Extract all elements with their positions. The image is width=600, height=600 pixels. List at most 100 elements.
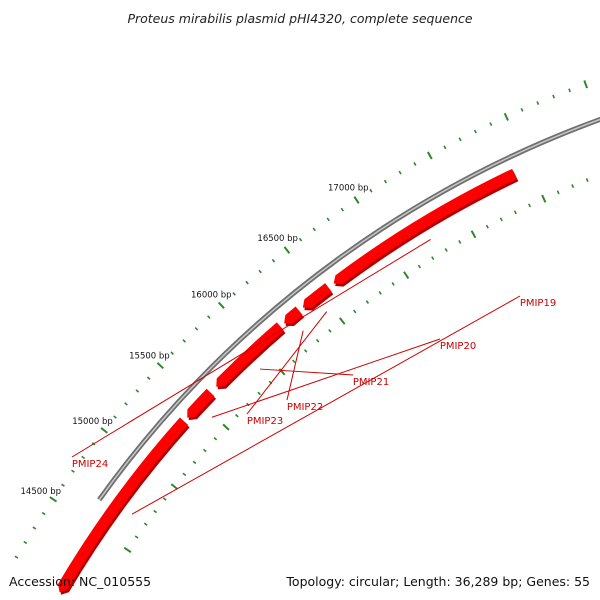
outer-tick-mark <box>194 327 199 331</box>
outer-tick-mark <box>113 415 117 419</box>
outer-tick-mark <box>568 88 571 93</box>
inner-tick-mark <box>222 423 230 431</box>
outer-tick-mark <box>23 540 28 545</box>
outer-tick-mark <box>458 137 462 142</box>
inner-tick-mark <box>353 309 357 314</box>
outer-tick-mark <box>583 80 588 89</box>
gene-leader-line <box>259 368 354 376</box>
outer-tick-mark <box>81 455 86 460</box>
outer-tick-mark <box>61 483 65 487</box>
inner-tick-mark <box>513 210 517 215</box>
tick-label: 15000 bp <box>72 417 113 427</box>
gene-arrow-pmip20[interactable] <box>187 388 217 421</box>
outer-tick-mark <box>283 246 291 254</box>
outer-tick-mark <box>217 301 225 309</box>
inner-tick-mark <box>153 509 157 514</box>
outer-tick-mark <box>100 427 108 434</box>
sequence-summary: Topology: circular; Length: 36,289 bp; G… <box>285 574 590 589</box>
tick-label: 17000 bp <box>328 184 369 194</box>
inner-tick-mark <box>378 290 382 295</box>
inner-tick-mark <box>528 203 531 208</box>
outer-tick-mark <box>245 280 249 285</box>
outer-tick-mark <box>170 351 174 355</box>
tick-label: 15500 bp <box>129 351 170 361</box>
inner-tick-mark <box>458 240 462 244</box>
outer-tick-mark <box>271 258 276 263</box>
outer-tick-mark <box>353 196 360 204</box>
gene-arrow-pmip23[interactable] <box>302 283 334 311</box>
inner-tick-mark <box>213 436 218 441</box>
outer-tick-mark <box>207 315 211 319</box>
map-layer: 14500 bp 15000 bp 15500 bp 16000 bp 16500 bp… <box>14 80 600 595</box>
outer-tick-mark <box>536 101 540 106</box>
inner-tick-mark <box>444 248 448 252</box>
inner-tick-mark <box>485 224 489 229</box>
outer-tick-mark <box>340 207 344 212</box>
inner-tick-mark <box>571 184 575 188</box>
inner-tick-mark <box>403 271 410 279</box>
inner-tick-mark <box>585 178 589 183</box>
gene-leader-line <box>211 338 441 418</box>
tick-label: 16000 bp <box>191 290 232 300</box>
gene-label-pmip23[interactable]: PMIP23 <box>247 416 283 427</box>
gene-leader-line <box>246 311 328 415</box>
gene-body <box>333 168 517 285</box>
gene-leader-line <box>71 239 431 458</box>
gene-label-pmip19[interactable]: PMIP19 <box>520 298 556 309</box>
gene-arrow-pmip19[interactable] <box>58 417 190 595</box>
gene-shadow <box>59 420 190 595</box>
outer-tick-mark <box>182 339 187 343</box>
outer-tick-mark <box>489 122 493 127</box>
inner-tick-mark <box>257 391 261 396</box>
inner-tick-mark <box>556 190 560 195</box>
gene-body <box>302 283 332 308</box>
outer-tick-mark <box>135 389 140 393</box>
outer-tick-mark <box>520 107 524 112</box>
gene-body <box>284 306 303 324</box>
inner-tick-mark <box>292 359 296 364</box>
gene-label-pmip20[interactable]: PMIP20 <box>440 341 476 352</box>
outer-tick-mark <box>503 112 509 121</box>
inner-tick-mark <box>134 535 139 539</box>
inner-tick-mark <box>192 460 197 465</box>
gene-label-pmip24[interactable]: PMIP24 <box>72 459 108 470</box>
outer-tick-mark <box>298 237 303 242</box>
inner-tick-mark <box>303 349 308 353</box>
inner-tick-mark <box>328 328 332 333</box>
inner-tick-mark <box>541 194 547 203</box>
outer-tick-mark <box>552 94 556 99</box>
outer-tick-mark <box>232 292 236 296</box>
outer-tick-mark <box>32 526 37 530</box>
outer-tick-mark <box>383 179 388 184</box>
outer-tick-mark <box>473 129 477 134</box>
outer-tick-mark <box>71 469 75 473</box>
outer-tick-mark <box>413 162 417 166</box>
outer-tick-mark <box>41 511 46 516</box>
gene-body <box>58 417 189 593</box>
outer-tick-mark <box>427 151 433 160</box>
map-title: Proteus mirabilis plasmid pHI4320, compl… <box>127 11 472 26</box>
tick-label: 14500 bp <box>21 487 62 497</box>
accession-label: Accession: NC_010555 <box>9 574 151 589</box>
inner-tick-mark <box>470 230 477 239</box>
outer-tick-mark <box>326 217 330 222</box>
outer-tick-mark <box>312 227 316 232</box>
gene-body <box>187 388 215 418</box>
inner-tick-mark <box>338 317 346 325</box>
inner-tick-mark <box>391 281 395 286</box>
outer-tick-mark <box>124 402 128 406</box>
inner-tick-mark <box>235 413 239 418</box>
inner-tick-mark <box>123 546 132 554</box>
inner-tick-mark <box>170 483 179 490</box>
gene-arrow-pmip22[interactable] <box>284 306 305 326</box>
gene-leader-line <box>286 330 304 401</box>
gene-label-pmip22[interactable]: PMIP22 <box>287 402 323 413</box>
inner-tick-mark <box>431 256 435 261</box>
inner-tick-mark <box>315 338 320 343</box>
gene-label-pmip21[interactable]: PMIP21 <box>353 377 389 388</box>
outer-tick-mark <box>49 496 58 503</box>
backbone-highlight <box>98 118 600 501</box>
gene-arrow-pmip24[interactable] <box>333 168 519 287</box>
outer-tick-mark <box>146 376 151 380</box>
inner-tick-mark <box>143 522 148 526</box>
